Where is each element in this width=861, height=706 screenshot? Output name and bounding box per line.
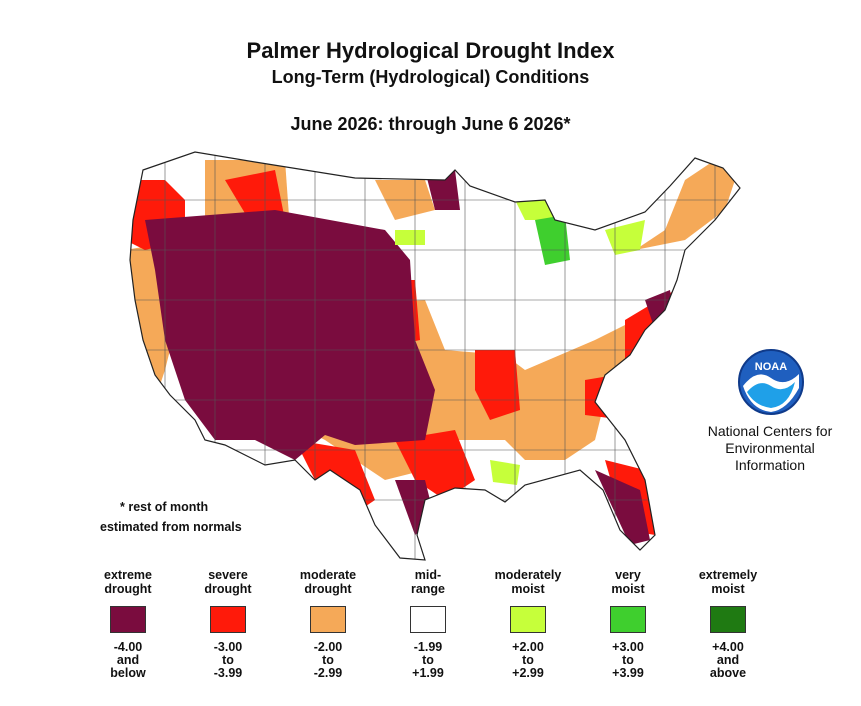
legend-range: -3.00 [213,640,243,654]
legend-range: to [322,653,334,667]
legend-range: -2.00 [313,640,343,654]
legend-range: -2.99 [313,666,343,680]
legend-label: extremely [698,568,758,582]
legend-label: drought [104,582,152,596]
footnote-line2: estimated from normals [100,520,242,534]
org-name: National Centers for Environmental Infor… [700,423,840,474]
division-boundaries [130,152,740,560]
noaa-logo-text: NOAA [755,361,787,373]
legend-swatch [410,606,446,633]
legend-swatch [110,606,146,633]
legend-item-moderately-moist: moderately moist +2.00 to +2.99 [488,568,568,680]
legend-range: to [622,653,634,667]
legend-range: +2.99 [512,666,544,680]
us-outline [129,151,741,561]
legend-range: above [709,666,747,680]
legend-range: and [116,653,140,667]
legend: extreme drought -4.00 and below severe droug… [88,568,788,688]
map-subtitle: Long-Term (Hydrological) Conditions [271,67,590,87]
legend-swatch [310,606,346,633]
legend-label: mid- [414,568,442,582]
legend-item-severe-drought: severe drought -3.00 to -3.99 [188,568,268,680]
legend-range: +3.99 [612,666,644,680]
legend-range: +4.00 [712,640,744,654]
legend-swatch [210,606,246,633]
legend-label: very [615,568,641,582]
map-period: June 2026: through June 6 2026* [290,114,571,134]
legend-range: to [522,653,534,667]
legend-label: moist [711,582,745,596]
legend-label: moderate [299,568,357,582]
legend-label: range [410,582,446,596]
legend-range: -1.99 [413,640,443,654]
legend-swatch [510,606,546,633]
legend-label: moist [511,582,545,596]
legend-item-very-moist: very moist +3.00 to +3.99 [588,568,668,680]
legend-label: moist [611,582,645,596]
legend-range: to [222,653,234,667]
map-title: Palmer Hydrological Drought Index [246,38,615,63]
noaa-logo: NOAA [738,349,804,415]
org-line3: Information [734,457,806,473]
legend-item-extremely-moist: extremely moist +4.00 and above [688,568,768,680]
footnote-line1: * rest of month [120,500,209,514]
legend-item-extreme-drought: extreme drought -4.00 and below [88,568,168,680]
legend-label: extreme [104,568,152,582]
legend-range: and [716,653,740,667]
legend-item-mid-range: mid-range -1.99 to +1.99 [388,568,468,680]
legend-swatch [610,606,646,633]
legend-label: moderately [494,568,562,582]
legend-swatch [710,606,746,633]
org-line2: Environmental [725,440,815,456]
legend-item-moderate-drought: moderate drought -2.00 to -2.99 [288,568,368,680]
legend-label: severe [208,568,248,582]
legend-range: -4.00 [113,640,143,654]
legend-range: +3.00 [612,640,644,654]
org-line1: National Centers for [707,423,833,439]
legend-range: +1.99 [412,666,444,680]
us-drought-map [129,151,741,561]
legend-range: -3.99 [213,666,243,680]
legend-range: below [110,666,146,680]
legend-label: drought [304,582,352,596]
legend-range: to [422,653,434,667]
legend-label: drought [204,582,252,596]
legend-range: +2.00 [512,640,544,654]
